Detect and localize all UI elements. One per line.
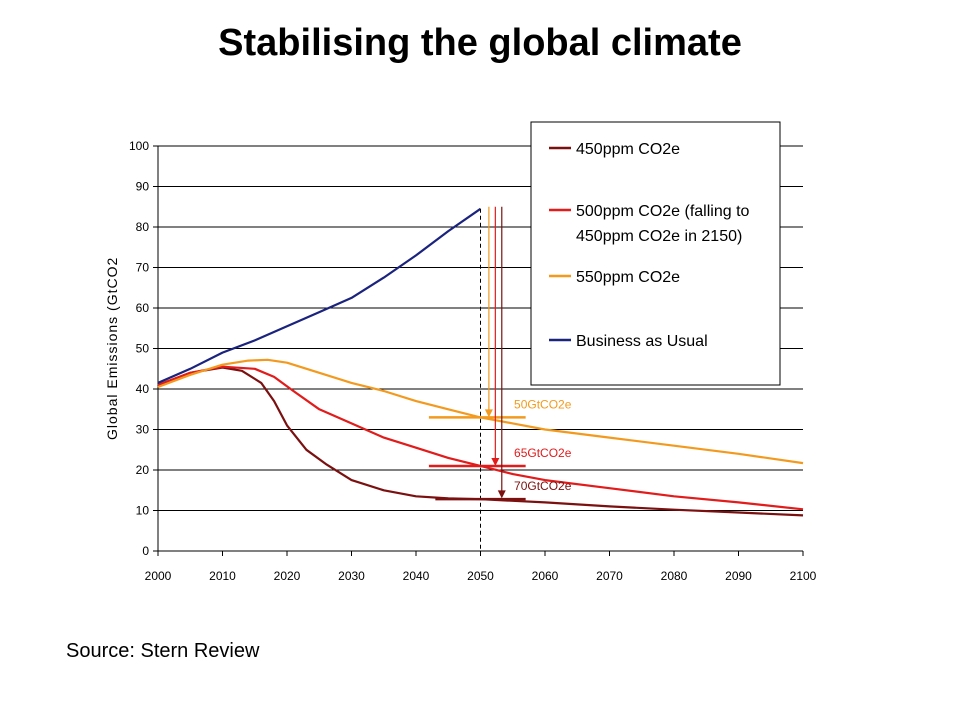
legend-label-s500-line-2: 450ppm CO2e in 2150)	[576, 228, 742, 245]
x-tick-label-2050: 2050	[467, 569, 494, 583]
legend-box	[530, 121, 781, 386]
annotation-arrowhead-s500	[491, 457, 500, 466]
x-tick-label-2080: 2080	[661, 569, 688, 583]
annotation-label-s550: 50GtCO2e	[514, 397, 572, 411]
x-tick-label-2040: 2040	[403, 569, 430, 583]
annotation-arrowhead-s550	[484, 409, 493, 418]
annotation-layer: 50GtCO2e 65GtCO2e 70GtCO2e	[428, 206, 572, 551]
series-line-bau	[157, 207, 482, 384]
y-tick-label-30: 30	[136, 423, 150, 437]
slide-title: Stabilising the global climate	[218, 22, 742, 64]
x-tick-label-2100: 2100	[790, 569, 817, 583]
series-line-s550	[157, 358, 804, 465]
y-tick-label-60: 60	[136, 301, 150, 315]
y-tick-label-70: 70	[136, 261, 150, 275]
x-tick-label-2020: 2020	[274, 569, 301, 583]
series-line-s450	[157, 366, 804, 517]
y-tick-label-100: 100	[129, 139, 149, 153]
x-tick-label-2070: 2070	[596, 569, 623, 583]
y-tick-label-40: 40	[136, 382, 150, 396]
series-layer	[157, 207, 804, 517]
y-tick-label-20: 20	[136, 463, 150, 477]
x-tick-label-2000: 2000	[145, 569, 172, 583]
series-line-s500	[157, 365, 804, 511]
x-tick-label-2060: 2060	[532, 569, 559, 583]
y-tick-label-10: 10	[136, 504, 150, 518]
y-axis-label: Global Emissions (GtCO2	[104, 257, 120, 440]
y-tick-label-0: 0	[142, 544, 149, 558]
legend-label-s450: 450ppm CO2e	[576, 141, 680, 158]
source-note: Source: Stern Review	[66, 640, 260, 662]
annotation-label-s450: 70GtCO2e	[514, 479, 572, 493]
annotation-arrowhead-s450	[497, 490, 506, 499]
annotation-label-s500: 65GtCO2e	[514, 446, 572, 460]
x-tick-label-2030: 2030	[338, 569, 365, 583]
y-tick-label-80: 80	[136, 220, 150, 234]
legend-label-bau: Business as Usual	[576, 333, 708, 350]
y-tick-label-90: 90	[136, 180, 150, 194]
x-tick-label-2010: 2010	[209, 569, 236, 583]
legend: 450ppm CO2e 500ppm CO2e (falling to 450ppm…	[530, 121, 781, 386]
x-tick-label-2090: 2090	[725, 569, 752, 583]
legend-label-s500-line-1: 500ppm CO2e (falling to	[576, 203, 750, 220]
y-tick-label-50: 50	[136, 342, 150, 356]
legend-label-s550: 550ppm CO2e	[576, 269, 680, 286]
